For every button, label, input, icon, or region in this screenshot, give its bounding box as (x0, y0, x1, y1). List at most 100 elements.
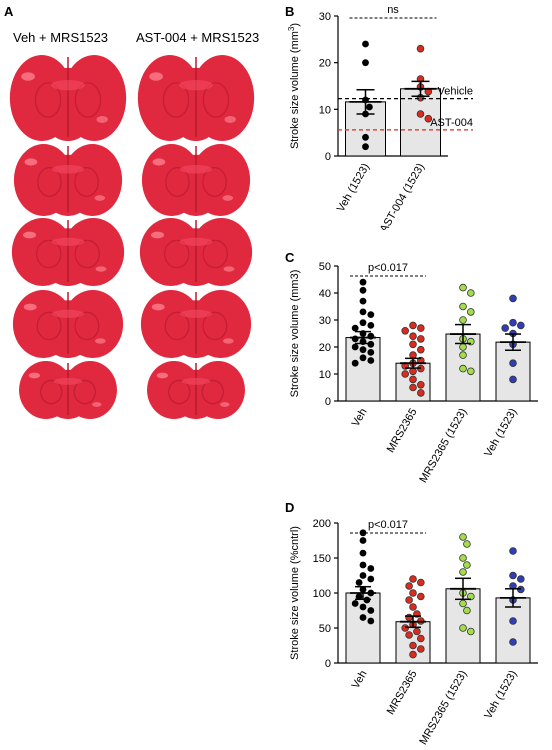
data-point (367, 575, 375, 583)
y-tick-label: 10 (319, 369, 331, 381)
data-point (467, 627, 475, 636)
bar-4 (495, 597, 531, 664)
data-point (409, 589, 417, 597)
data-point (405, 582, 413, 590)
right-column-title: AST-004 + MRS1523 (136, 30, 260, 45)
data-point (401, 370, 409, 378)
y-axis-label: Stroke size volume (mm3) (289, 270, 301, 398)
data-point (417, 335, 425, 343)
y-axis-label: Stroke size volume (%cntrl) (289, 526, 301, 660)
brain-section-right-4 (140, 290, 252, 358)
data-point (409, 603, 417, 611)
data-point (367, 311, 375, 318)
data-point (417, 592, 425, 601)
data-point (409, 641, 417, 650)
data-point (359, 537, 367, 544)
data-point (362, 133, 369, 141)
brain-section-left-5 (19, 361, 117, 419)
data-point (417, 345, 425, 354)
data-point (405, 596, 413, 604)
brain-section-left-1 (9, 55, 127, 141)
category-label-3: MRS2365 (1523) (417, 669, 469, 748)
data-point (355, 579, 363, 586)
data-point (359, 614, 367, 621)
y-tick-label: 50 (319, 261, 331, 273)
data-point (409, 367, 417, 376)
panel-a-letter: A (4, 4, 14, 19)
panel-d-letter: D (285, 500, 295, 515)
data-point (359, 561, 367, 569)
panel-c-letter: C (285, 250, 295, 265)
data-point (459, 302, 467, 311)
data-point (367, 322, 375, 329)
data-point (351, 600, 359, 607)
data-point (509, 318, 517, 327)
category-label-4: Veh (1523) (482, 407, 519, 460)
data-point (367, 332, 375, 340)
data-point (366, 103, 373, 111)
data-point (362, 40, 369, 48)
y-tick-label: 100 (313, 588, 331, 600)
y-tick-label: 0 (325, 151, 331, 163)
y-tick-label: 20 (319, 342, 331, 354)
data-point (401, 327, 409, 335)
data-point (467, 289, 475, 297)
category-label-1: Veh (350, 669, 370, 691)
data-point (459, 599, 467, 608)
chart-c: 0 10 20 30 40 50 Stroke size volume (mm3) p<0.0… (289, 261, 538, 485)
y-tick-label: 200 (313, 518, 331, 530)
category-label-4: Veh (1523) (482, 669, 519, 722)
data-point (359, 346, 367, 354)
data-point (367, 617, 375, 625)
panel-b-letter: B (285, 4, 295, 19)
data-point (359, 308, 367, 316)
data-point (509, 547, 517, 555)
reference-line-label: Vehicle (438, 86, 473, 98)
data-point (405, 613, 413, 622)
data-point (359, 603, 367, 611)
data-point (416, 44, 425, 53)
data-point (367, 565, 375, 572)
data-point (509, 617, 517, 625)
data-point (509, 638, 517, 646)
category-label-2: MRS2365 (385, 407, 420, 455)
data-point (517, 575, 525, 583)
data-point (355, 593, 363, 600)
y-tick-label: 0 (325, 658, 331, 670)
y-tick-label: 30 (319, 11, 331, 23)
data-point (413, 627, 421, 636)
significance-label: ns (387, 4, 399, 16)
category-label-1: Veh (350, 407, 370, 429)
data-point (409, 351, 417, 359)
data-point (417, 381, 425, 389)
data-point (409, 375, 417, 384)
data-point (467, 308, 475, 316)
y-tick-label: 0 (325, 396, 331, 408)
y-tick-label: 40 (319, 288, 331, 300)
left-column-title: Veh + MRS1523 (13, 30, 109, 45)
data-point (459, 533, 467, 541)
data-point (359, 297, 367, 305)
data-point (359, 278, 367, 286)
data-point (463, 561, 471, 569)
data-point (417, 324, 425, 332)
data-point (367, 357, 375, 364)
data-point (417, 389, 425, 397)
data-point (409, 340, 417, 349)
reference-line-label: AST-004 (430, 117, 473, 129)
data-point (359, 319, 367, 327)
data-point (459, 351, 467, 359)
y-tick-label: 20 (319, 58, 331, 70)
chart-d: 0 50 100 150 200 Stroke size volume (%cntrl) p… (289, 518, 538, 748)
data-point (359, 549, 367, 557)
data-point (416, 110, 425, 118)
y-tick-label: 50 (319, 623, 331, 635)
brain-section-right-1 (137, 55, 255, 141)
data-point (367, 349, 375, 356)
significance-label: p<0.017 (368, 262, 408, 274)
data-point (467, 367, 475, 376)
data-point (359, 286, 367, 294)
category-label-1: Veh (1523) (335, 162, 372, 215)
data-point (405, 631, 413, 639)
data-point (409, 383, 417, 392)
